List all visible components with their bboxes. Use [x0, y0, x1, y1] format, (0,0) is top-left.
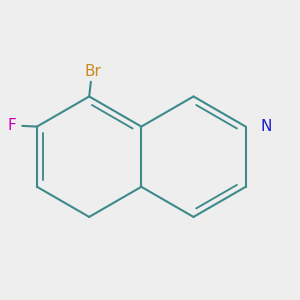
Text: N: N — [260, 119, 272, 134]
Text: F: F — [7, 118, 16, 133]
Text: Br: Br — [84, 64, 101, 79]
